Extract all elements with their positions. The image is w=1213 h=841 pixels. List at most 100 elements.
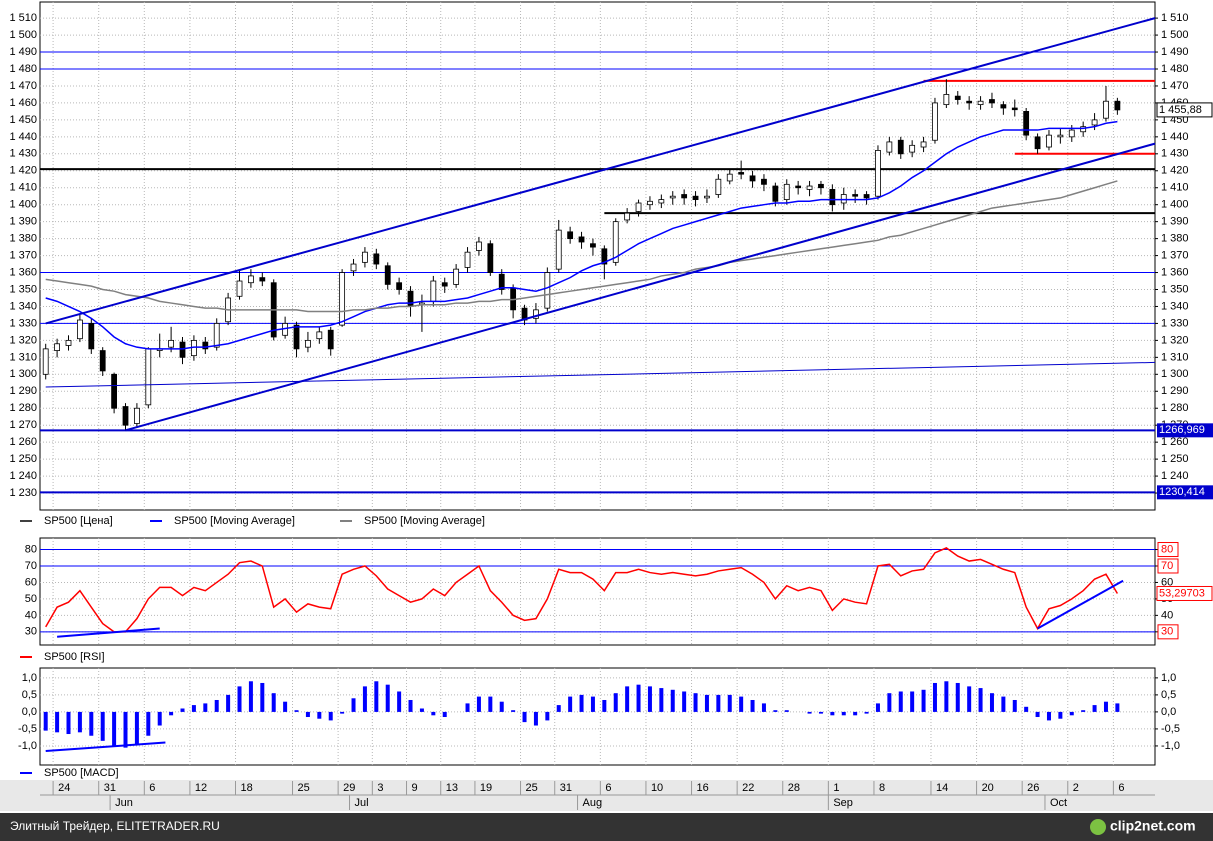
- y-tick-label: 0,5: [22, 689, 37, 701]
- x-tick-label: 28: [788, 782, 800, 794]
- footer-bar: [0, 813, 1213, 841]
- legend-label: SP500 [MACD]: [44, 767, 119, 779]
- bar: [647, 686, 652, 712]
- x-tick-label: 6: [149, 782, 155, 794]
- candle-body: [441, 282, 448, 287]
- bar: [944, 681, 949, 712]
- bar: [921, 689, 926, 712]
- bar: [1081, 710, 1086, 712]
- candle-body: [1034, 136, 1041, 150]
- y-tick-label-right: 1,0: [1161, 672, 1176, 684]
- candle-body: [829, 189, 836, 206]
- candle-body: [476, 241, 482, 251]
- x-tick-label: 16: [697, 782, 709, 794]
- month-label: Aug: [583, 797, 603, 809]
- bar: [476, 696, 481, 712]
- bar: [511, 710, 516, 712]
- candle-body: [1046, 134, 1052, 148]
- candle-body: [795, 185, 802, 189]
- y-tick-label-right: 1 320: [1161, 334, 1189, 346]
- bar: [1115, 703, 1120, 712]
- y-tick-label-right: 80: [1161, 543, 1173, 555]
- x-tick-label: 13: [446, 782, 458, 794]
- bar: [55, 711, 60, 733]
- bar: [499, 701, 504, 712]
- candle-body: [863, 194, 870, 199]
- y-tick-label: 1 230: [9, 487, 37, 499]
- y-tick-label-right: 1 480: [1161, 63, 1189, 75]
- bar: [305, 711, 310, 718]
- x-tick-label: 14: [936, 782, 948, 794]
- bar: [807, 711, 812, 714]
- candle-body: [327, 329, 334, 350]
- bar: [716, 694, 721, 712]
- bar: [898, 691, 903, 712]
- y-tick-label: 1 280: [9, 402, 37, 414]
- y-tick-label: 1 380: [9, 233, 37, 245]
- plot-frame: [39, 667, 1156, 766]
- y-tick-label-right: 70: [1161, 560, 1173, 572]
- candle-body: [248, 275, 254, 284]
- bar: [590, 696, 595, 712]
- candle-body: [909, 144, 916, 153]
- bar: [967, 686, 972, 712]
- candle-body: [498, 273, 505, 290]
- bar: [602, 699, 607, 712]
- y-tick-label-right: 1 350: [1161, 283, 1189, 295]
- bar: [739, 696, 744, 712]
- last-value-box: [1156, 585, 1213, 601]
- x-tick-label: 6: [605, 782, 611, 794]
- candle-body: [715, 178, 722, 195]
- y-tick-label-right: -0,5: [1161, 723, 1180, 735]
- last-value-label: 1 455,88: [1159, 104, 1202, 116]
- bar: [43, 711, 48, 731]
- bar: [203, 703, 208, 712]
- candle-body: [601, 248, 608, 265]
- y-tick-label: 0,0: [22, 706, 37, 718]
- y-tick-label-right: 40: [1161, 609, 1173, 621]
- bar: [533, 711, 538, 726]
- candle-body: [806, 185, 813, 190]
- bar: [613, 693, 618, 712]
- y-tick-label: 1 510: [9, 12, 37, 24]
- y-tick-label: 1 260: [9, 436, 37, 448]
- candle-body: [704, 195, 710, 199]
- y-tick-label: 1 400: [9, 199, 37, 211]
- x-tick-label: 10: [651, 782, 663, 794]
- bar: [727, 694, 732, 712]
- bar: [1069, 711, 1074, 716]
- bar: [226, 694, 231, 712]
- y-tick-label: -1,0: [18, 740, 37, 752]
- bar: [362, 686, 367, 712]
- candle-body: [464, 251, 471, 268]
- y-tick-label-right: 1 310: [1161, 351, 1189, 363]
- trend-line: [1037, 579, 1124, 630]
- bar: [169, 711, 174, 716]
- level-label: 1230,414: [1159, 486, 1205, 498]
- candle-body: [1080, 126, 1087, 133]
- y-tick-label: 1 290: [9, 385, 37, 397]
- x-tick-label: 9: [412, 782, 418, 794]
- candle-body: [407, 290, 414, 307]
- y-tick-label: 1 500: [9, 29, 37, 41]
- candle-body: [168, 339, 175, 348]
- y-tick-label: 1 490: [9, 46, 37, 58]
- y-tick-label-right: 1 420: [1161, 165, 1189, 177]
- candle-body: [339, 272, 346, 326]
- bar: [773, 710, 778, 712]
- candle-body: [875, 150, 881, 197]
- bar: [704, 694, 709, 712]
- x-tick-label: 22: [742, 782, 754, 794]
- y-tick-label: 1 480: [9, 63, 37, 75]
- level-tick-box: [1157, 542, 1179, 558]
- bar: [237, 686, 242, 712]
- candle-body: [1103, 100, 1109, 119]
- y-tick-label-right: 60: [1161, 576, 1173, 588]
- y-tick-label: 1 310: [9, 351, 37, 363]
- bar: [134, 711, 139, 745]
- candle-body: [852, 194, 859, 197]
- candle-body: [65, 339, 72, 346]
- candle-body: [1057, 134, 1064, 138]
- candle-body: [612, 221, 619, 263]
- candle-body: [726, 173, 733, 182]
